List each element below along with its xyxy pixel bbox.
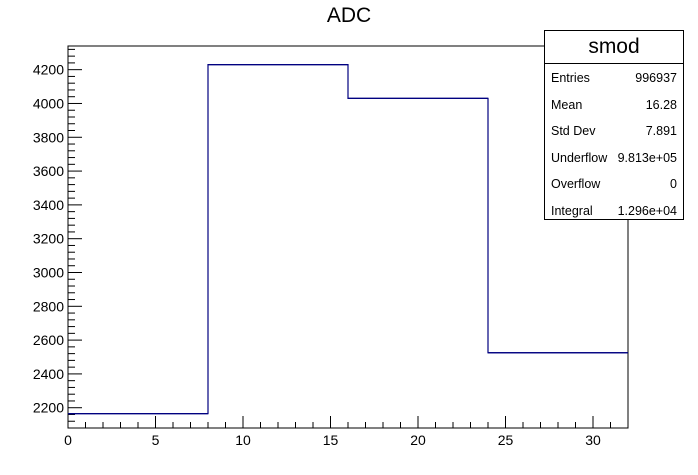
x-tick-label: 5 <box>152 432 160 448</box>
y-tick-label: 3200 <box>33 231 64 247</box>
stats-key: Underflow <box>551 150 608 165</box>
y-tick-label: 3600 <box>33 163 64 179</box>
y-tick-label: 3400 <box>33 197 64 213</box>
chart-title: ADC <box>326 4 372 27</box>
stats-box: smod Entries 996937 Mean 16.28 Std Dev 7… <box>544 30 684 220</box>
y-tick-label: 3000 <box>33 264 64 280</box>
stats-key: Std Dev <box>551 124 596 138</box>
stats-value: 996937 <box>635 71 677 85</box>
y-tick-label: 4000 <box>33 95 64 111</box>
y-tick-label: 2600 <box>33 332 64 348</box>
stats-row-integral: Integral 1.296e+04 <box>545 197 683 224</box>
stats-key: Integral <box>551 203 593 218</box>
stats-value: 9.813e+05 <box>617 150 677 165</box>
stats-value: 16.28 <box>645 97 677 112</box>
x-tick-label: 15 <box>323 432 339 448</box>
stats-row-entries: Entries 996937 <box>545 64 683 91</box>
y-tick-label: 2200 <box>33 400 64 416</box>
stats-box-title: smod <box>545 31 683 64</box>
stats-key: Overflow <box>551 177 601 191</box>
x-tick-label: 30 <box>585 432 601 448</box>
x-tick-label: 20 <box>410 432 426 448</box>
x-tick-label: 10 <box>235 432 251 448</box>
x-tick-label: 0 <box>64 432 72 448</box>
y-tick-label: 2400 <box>33 366 64 382</box>
stats-value: 7.891 <box>645 124 677 138</box>
y-tick-label: 3800 <box>33 129 64 145</box>
stats-key: Entries <box>551 71 590 85</box>
stats-value: 1.296e+04 <box>617 203 677 218</box>
stats-row-std-dev: Std Dev 7.891 <box>545 117 683 144</box>
stats-row-underflow: Underflow 9.813e+05 <box>545 144 683 171</box>
x-tick-label: 25 <box>498 432 514 448</box>
stats-row-overflow: Overflow 0 <box>545 170 683 197</box>
y-tick-label: 4200 <box>33 62 64 78</box>
stats-key: Mean <box>551 97 583 112</box>
stats-row-mean: Mean 16.28 <box>545 91 683 118</box>
y-tick-label: 2800 <box>33 298 64 314</box>
stats-value: 0 <box>670 177 677 191</box>
histogram-outline <box>68 63 628 415</box>
